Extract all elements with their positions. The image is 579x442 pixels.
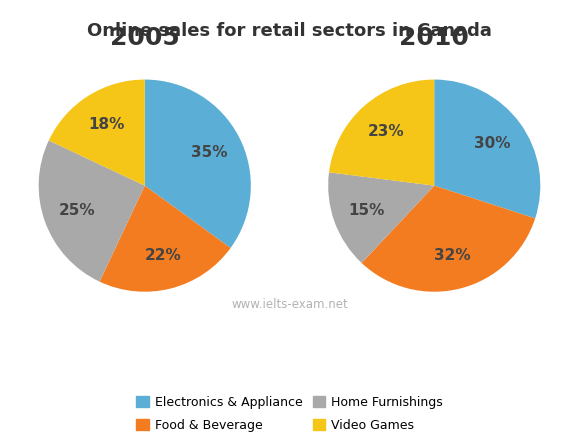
Text: 30%: 30% (474, 136, 511, 151)
Text: 18%: 18% (88, 117, 124, 132)
Title: 2010: 2010 (400, 26, 469, 50)
Text: 32%: 32% (434, 248, 471, 263)
Text: 23%: 23% (368, 124, 405, 139)
Wedge shape (328, 172, 434, 263)
Title: 2005: 2005 (110, 26, 179, 50)
Wedge shape (362, 186, 535, 292)
Wedge shape (434, 80, 540, 218)
Text: Online sales for retail sectors in Canada: Online sales for retail sectors in Canad… (87, 22, 492, 40)
Legend: Electronics & Appliance, Food & Beverage, Home Furnishings, Video Games: Electronics & Appliance, Food & Beverage… (132, 392, 447, 436)
Text: 25%: 25% (58, 202, 95, 217)
Wedge shape (100, 186, 230, 292)
Wedge shape (145, 80, 251, 248)
Wedge shape (329, 80, 434, 186)
Text: www.ielts-exam.net: www.ielts-exam.net (231, 298, 348, 312)
Text: 15%: 15% (348, 202, 384, 217)
Wedge shape (39, 141, 145, 282)
Text: 22%: 22% (144, 248, 181, 263)
Wedge shape (49, 80, 145, 186)
Text: 35%: 35% (190, 145, 228, 160)
